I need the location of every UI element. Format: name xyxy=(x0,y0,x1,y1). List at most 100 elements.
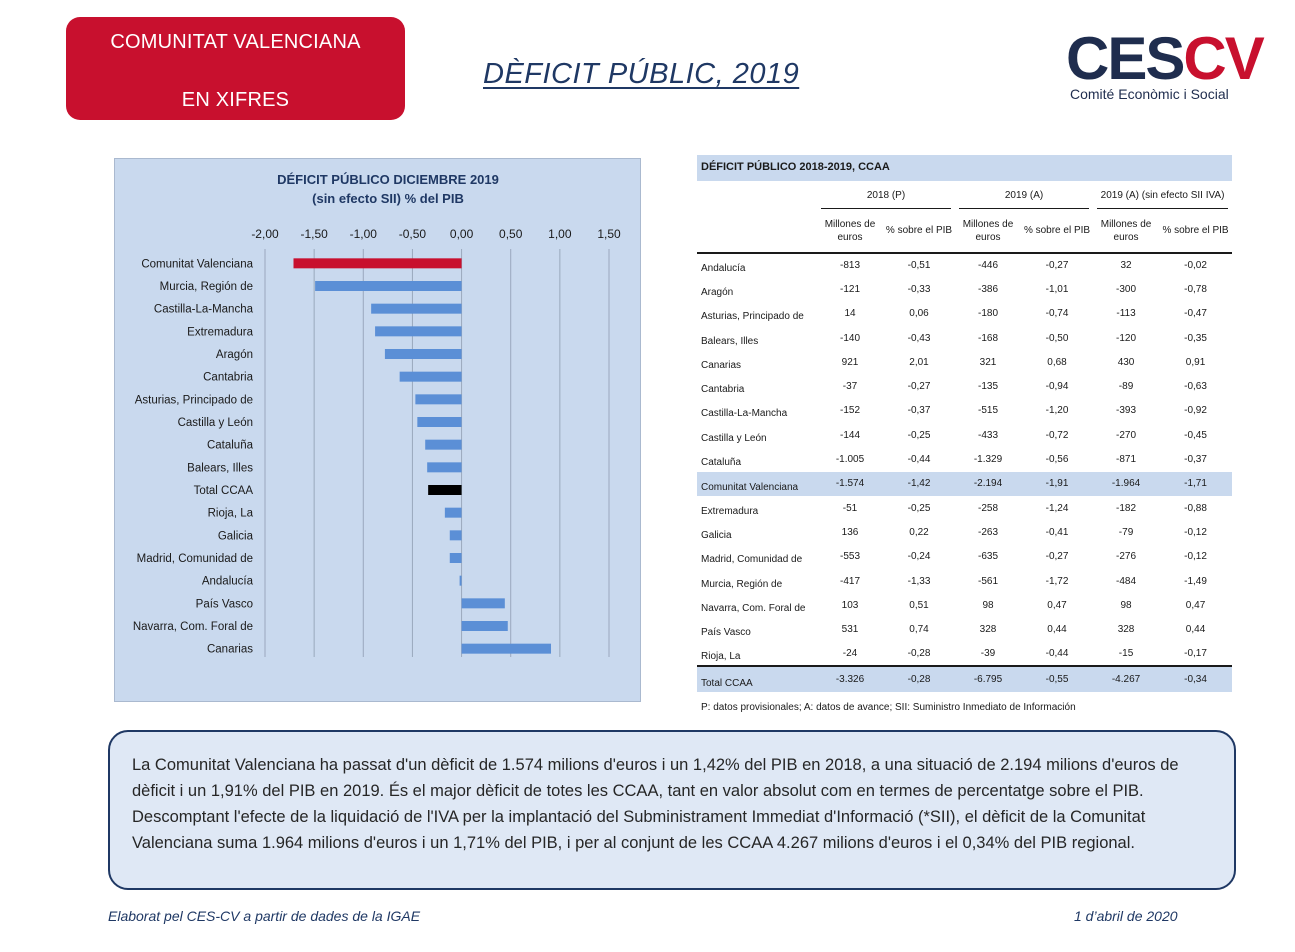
logo-wordmark: CESCV xyxy=(1066,25,1265,92)
tick-label: 1,00 xyxy=(548,227,572,241)
table-cell: -386 xyxy=(978,283,999,295)
row-label: Castilla y León xyxy=(701,432,767,444)
table-cell: -635 xyxy=(978,551,999,563)
bar-castilla-y-león xyxy=(417,417,462,427)
table-cell: -515 xyxy=(978,405,999,417)
bar-país-vasco xyxy=(461,598,505,609)
table-cell: -300 xyxy=(1116,283,1137,295)
table-cell: -1,71 xyxy=(1159,471,1233,496)
table-cell: -113 xyxy=(1116,308,1136,320)
column-header: % sobre el PIB xyxy=(883,209,956,254)
table-cell: -0,27 xyxy=(907,381,931,393)
table-cell: -0,25 xyxy=(907,502,931,514)
table-row: Cataluña -1.005 -0,44 -1.329 -0,56 -871 -0,37 xyxy=(697,447,1232,471)
column-header: Millones de euros xyxy=(955,209,1022,254)
table-cell: -1,20 xyxy=(1045,405,1069,417)
row-label: Galicia xyxy=(701,529,732,541)
category-label: Balears, Illes xyxy=(187,462,253,474)
category-label: Aragón xyxy=(216,349,253,361)
table-cell: -168 xyxy=(978,332,999,344)
table-row: Castilla y León -144 -0,25 -433 -0,72 -270 -0,… xyxy=(697,423,1232,447)
badge-line-1: COMUNITAT VALENCIANA xyxy=(110,31,361,53)
tick-label: 0,00 xyxy=(450,227,474,241)
table-row: Balears, Illes -140 -0,43 -168 -0,50 -120 -0,3… xyxy=(697,326,1232,350)
table-row: Castilla-La-Mancha -152 -0,37 -515 -1,20 -393… xyxy=(697,399,1232,423)
table-row: Rioja, La -24 -0,28 -39 -0,44 -15 -0,17 xyxy=(697,642,1232,666)
table-cell: -0,78 xyxy=(1184,283,1207,295)
table-cell: -51 xyxy=(842,502,858,514)
row-label: Total CCAA xyxy=(697,665,817,693)
bar-cantabria xyxy=(399,371,462,382)
table-cell: -0,27 xyxy=(1045,551,1069,563)
table-cell: 0,44 xyxy=(1185,624,1206,636)
table-cell: -0,41 xyxy=(1045,526,1069,538)
footer-source: Elaborat pel CES-CV a partir de dades de… xyxy=(108,908,421,924)
table-cell: -0,37 xyxy=(1184,454,1207,466)
category-label: Galicia xyxy=(218,530,254,542)
table-cell: -182 xyxy=(1116,502,1137,514)
table-cell: -0,51 xyxy=(907,260,931,272)
table-cell: 921 xyxy=(841,356,859,368)
row-label: Castilla-La-Mancha xyxy=(701,408,788,420)
table-cell: -270 xyxy=(1116,429,1137,441)
group-header: 2018 (P) xyxy=(817,181,955,209)
deficit-chart: DÉFICIT PÚBLICO DICIEMBRE 2019 (sin efect… xyxy=(114,158,641,702)
table-cell: 0,74 xyxy=(909,624,929,636)
table-cell: -1,24 xyxy=(1045,502,1069,514)
table-cell: -1,72 xyxy=(1045,575,1069,587)
bar-balears-illes xyxy=(427,462,462,473)
table-cell: -0,92 xyxy=(1184,405,1207,417)
summary-text-box: La Comunitat Valenciana ha passat d'un d… xyxy=(108,730,1236,890)
table-cell: -0,50 xyxy=(1045,332,1069,344)
table-cell: 531 xyxy=(841,624,859,636)
table-cell: -393 xyxy=(1116,405,1137,417)
table-total-row: Total CCAA -3.326 -0,28 -6.795 -0,55 -4.267 -0… xyxy=(697,665,1233,693)
table-cell: 0,51 xyxy=(909,599,929,611)
table-cell: -276 xyxy=(1116,551,1137,563)
bar-murcia-región-de xyxy=(315,281,462,291)
table-cell: -2.194 xyxy=(955,471,1022,496)
table-cell: -0,47 xyxy=(1184,308,1207,320)
row-label: Extremadura xyxy=(701,505,759,517)
table-cell: 0,44 xyxy=(1047,624,1067,636)
category-label: Andalucía xyxy=(202,576,254,588)
table-cell: -0,34 xyxy=(1159,665,1233,693)
row-label: Cantabria xyxy=(701,384,745,396)
table-cell: -180 xyxy=(978,308,999,320)
row-label: Murcia, Región de xyxy=(701,578,783,590)
table-cell: 0,47 xyxy=(1185,599,1206,611)
chart-subtitle: (sin efecto SII) % del PIB xyxy=(312,191,464,206)
table-row: Asturias, Principado de 14 0,06 -180 -0,74 -1… xyxy=(697,302,1232,326)
table-cell: -0,27 xyxy=(1045,260,1069,272)
ces-cv-logo: CESCV Comité Econòmic i Social xyxy=(1066,28,1265,108)
table-cell: -0,94 xyxy=(1045,381,1069,393)
table-cell: -89 xyxy=(1118,381,1134,393)
tick-label: -1,50 xyxy=(300,227,328,241)
table-cell: -0,12 xyxy=(1184,551,1207,563)
deficit-table: 2018 (P) 2019 (A) 2019 (A) (sin efecto S… xyxy=(697,181,1233,693)
table-cell: -0,25 xyxy=(907,429,931,441)
row-label: Andalucía xyxy=(701,263,746,275)
row-label: Comunitat Valenciana xyxy=(697,471,817,496)
table-cell: 321 xyxy=(979,356,997,368)
bar-andalucía xyxy=(459,575,462,586)
table-cell: -3.326 xyxy=(817,665,883,693)
row-label: Rioja, La xyxy=(701,650,741,662)
column-header: % sobre el PIB xyxy=(1021,209,1094,254)
tick-label: -0,50 xyxy=(399,227,427,241)
category-label: Cantabria xyxy=(203,372,253,384)
category-label: Castilla y León xyxy=(178,417,253,429)
table-cell: -561 xyxy=(978,575,999,587)
table-cell: -152 xyxy=(839,405,860,417)
table-row: Navarra, Com. Foral de 103 0,51 98 0,47 98 0,4… xyxy=(697,593,1232,617)
table-cell: -1.574 xyxy=(817,471,883,496)
table-cell: 98 xyxy=(982,599,994,611)
row-label: Balears, Illes xyxy=(701,335,759,347)
category-label: Canarias xyxy=(207,644,253,656)
bar-madrid-comunidad-de xyxy=(449,553,462,563)
bar-canarias xyxy=(461,643,552,654)
table-row: Aragón -121 -0,33 -386 -1,01 -300 -0,78 xyxy=(697,277,1232,301)
category-label: Asturias, Principado de xyxy=(135,394,253,406)
category-label: Total CCAA xyxy=(194,485,254,497)
group-header: 2019 (A) xyxy=(955,181,1093,209)
